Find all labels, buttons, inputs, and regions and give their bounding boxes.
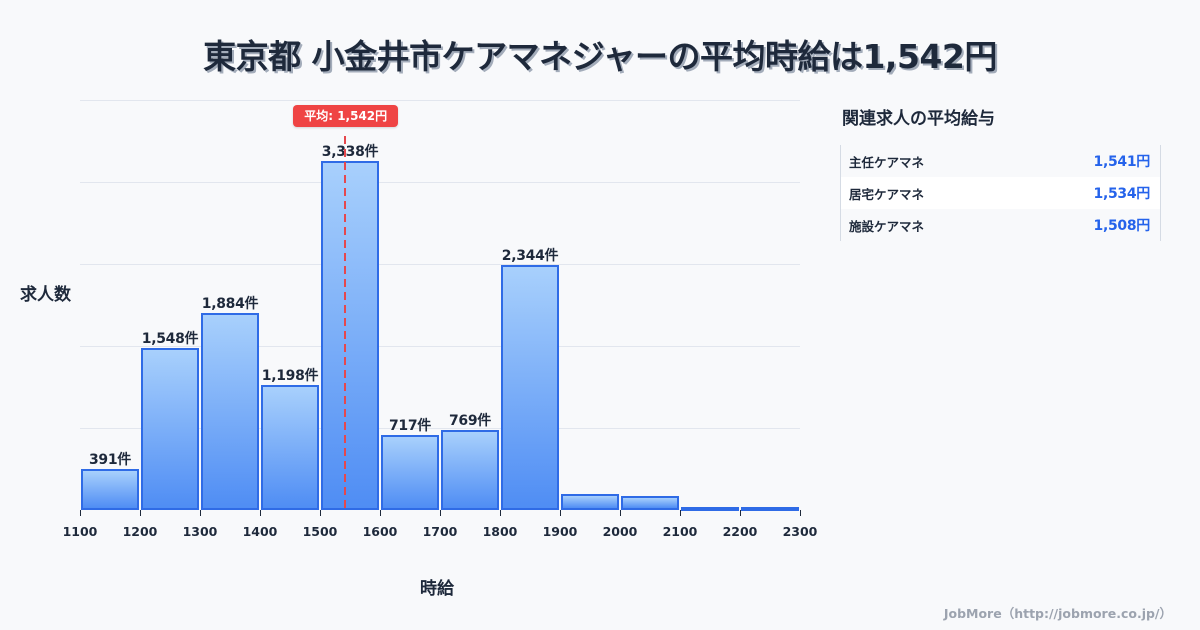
- histogram-bar: [321, 160, 379, 510]
- gridline: [80, 100, 800, 101]
- x-tick-label: 2000: [602, 524, 638, 539]
- gridline: [80, 182, 800, 183]
- x-tick-mark: [560, 510, 561, 516]
- related-label: 居宅ケアマネ: [849, 186, 925, 202]
- related-salary-table: 主任ケアマネ 1,541円 居宅ケアマネ 1,534円 施設ケアマネ 1,508…: [840, 145, 1161, 241]
- related-heading: 関連求人の平均給与: [842, 109, 995, 129]
- bar-value-label: 769件: [448, 412, 492, 429]
- histogram-bar: [501, 264, 559, 510]
- related-value: 1,541円: [1093, 154, 1151, 170]
- x-tick-label: 1100: [62, 524, 98, 539]
- related-value: 1,508円: [1093, 218, 1151, 234]
- x-tick-mark: [800, 510, 801, 516]
- histogram-chart: 391件 1,548件 1,884件 1,198件 3,338件 717件 769件 2,34…: [20, 100, 817, 599]
- x-tick-mark: [140, 510, 141, 516]
- related-row: 施設ケアマネ 1,508円: [841, 209, 1160, 241]
- mean-line: [344, 136, 347, 510]
- x-tick-mark: [320, 510, 321, 516]
- y-axis-label: 求人数: [20, 285, 71, 305]
- bar-value-label: 1,884件: [201, 295, 259, 312]
- bar-value-label: 2,344件: [501, 247, 559, 264]
- x-tick-label: 1400: [242, 524, 278, 539]
- histogram-bar: [681, 506, 739, 511]
- histogram-bar: [381, 435, 439, 510]
- bar-value-label: 391件: [88, 452, 132, 469]
- related-row: 主任ケアマネ 1,541円: [841, 145, 1160, 177]
- related-row: 居宅ケアマネ 1,534円: [841, 177, 1160, 209]
- x-tick-mark: [200, 510, 201, 516]
- x-tick-label: 1800: [482, 524, 518, 539]
- gridline: [80, 264, 800, 265]
- mean-badge: 平均: 1,542円: [293, 105, 399, 127]
- gridline: [80, 346, 800, 347]
- x-tick-mark: [260, 510, 261, 516]
- histogram-bar: [441, 429, 499, 510]
- histogram-bar: [561, 494, 619, 510]
- footer-credit: JobMore（http://jobmore.co.jp/）: [943, 606, 1172, 621]
- x-tick-label: 1500: [302, 524, 338, 539]
- x-tick-mark: [680, 510, 681, 516]
- x-tick-mark: [380, 510, 381, 516]
- x-tick-label: 2300: [782, 524, 818, 539]
- histogram-bar: [141, 348, 199, 510]
- histogram-bar: [201, 312, 259, 510]
- x-tick-mark: [80, 510, 81, 516]
- x-tick-label: 1600: [362, 524, 398, 539]
- histogram-bar: [741, 506, 799, 511]
- x-tick-mark: [740, 510, 741, 516]
- related-value: 1,534円: [1093, 186, 1151, 202]
- bar-value-label: 717件: [388, 418, 432, 434]
- x-tick-label: 1900: [542, 524, 578, 539]
- bar-value-label: 1,548件: [141, 331, 199, 348]
- x-tick-mark: [620, 510, 621, 516]
- gridline: [80, 428, 800, 429]
- x-tick-label: 1300: [182, 524, 218, 539]
- x-tick-mark: [500, 510, 501, 516]
- x-tick-label: 1200: [122, 524, 158, 539]
- bar-value-label: 1,198件: [261, 367, 319, 384]
- histogram-bar: [621, 496, 679, 510]
- x-tick-mark: [440, 510, 441, 516]
- x-tick-label: 1700: [422, 524, 458, 539]
- bar-value-label: 3,338件: [321, 143, 379, 160]
- related-label: 施設ケアマネ: [849, 218, 925, 234]
- x-tick-label: 2200: [722, 524, 758, 539]
- x-axis-label: 時給: [420, 579, 454, 599]
- x-tick-label: 2100: [662, 524, 698, 539]
- related-label: 主任ケアマネ: [849, 154, 925, 170]
- histogram-bar: [81, 469, 139, 510]
- histogram-bar: [261, 384, 319, 510]
- page-title: 東京都 小金井市ケアマネジャーの平均時給は1,542円: [203, 37, 997, 76]
